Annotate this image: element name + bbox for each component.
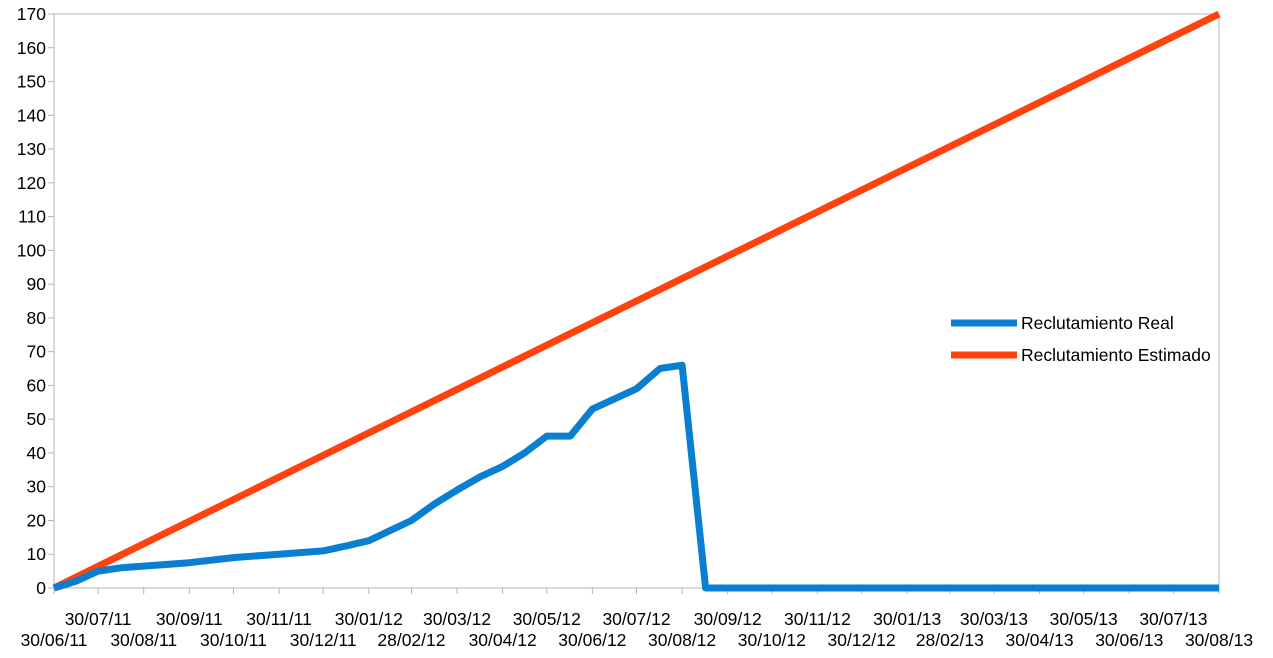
x-tick-label: 30/06/13 (1095, 630, 1163, 650)
y-tick-label: 130 (17, 139, 46, 159)
y-tick-label: 90 (27, 274, 47, 294)
series-line-real (52, 361, 1219, 592)
x-tick-label: 30/11/12 (784, 609, 851, 629)
legend-label-real: Reclutamiento Real (1021, 313, 1174, 333)
x-axis: 30/06/1130/07/1130/08/1130/09/1130/10/11… (21, 588, 1253, 650)
y-tick-label: 160 (17, 38, 46, 58)
legend: Reclutamiento Real Reclutamiento Estimad… (951, 313, 1211, 365)
x-tick-label: 30/04/12 (469, 630, 537, 650)
x-tick-label: 30/08/13 (1185, 630, 1253, 650)
y-tick-label: 110 (18, 207, 46, 227)
y-tick-label: 60 (27, 375, 47, 395)
x-tick-label: 28/02/12 (377, 630, 445, 650)
x-tick-label: 30/07/11 (65, 609, 132, 629)
x-tick-label: 30/07/12 (602, 609, 670, 629)
x-tick-label: 30/06/11 (21, 630, 88, 650)
x-tick-label: 30/11/11 (246, 609, 312, 629)
x-tick-label: 30/10/12 (738, 630, 806, 650)
x-tick-label: 30/03/13 (960, 609, 1028, 629)
x-tick-label: 30/07/13 (1139, 609, 1207, 629)
y-tick-label: 140 (17, 105, 46, 125)
y-tick-label: 150 (17, 72, 46, 92)
y-tick-label: 120 (17, 173, 46, 193)
x-tick-label: 30/05/13 (1050, 609, 1118, 629)
y-tick-label: 80 (27, 308, 47, 328)
x-tick-label: 30/12/12 (827, 630, 895, 650)
x-tick-label: 30/01/13 (873, 609, 941, 629)
series-layer (52, 10, 1221, 592)
x-tick-label: 30/04/13 (1005, 630, 1073, 650)
x-tick-label: 30/09/12 (694, 609, 762, 629)
x-tick-label: 30/10/11 (200, 630, 267, 650)
y-tick-label: 0 (36, 578, 46, 598)
y-tick-label: 10 (27, 544, 47, 564)
x-tick-label: 30/05/12 (513, 609, 581, 629)
y-tick-label: 70 (27, 342, 47, 362)
legend-label-estimado: Reclutamiento Estimado (1021, 345, 1211, 365)
y-tick-label: 100 (17, 240, 46, 260)
y-tick-label: 20 (27, 510, 47, 530)
x-tick-label: 30/09/11 (156, 609, 223, 629)
y-tick-label: 50 (27, 409, 47, 429)
x-tick-label: 28/02/13 (916, 630, 984, 650)
x-tick-label: 30/06/12 (558, 630, 626, 650)
x-tick-label: 30/12/11 (290, 630, 357, 650)
x-tick-label: 30/08/11 (110, 630, 177, 650)
x-tick-label: 30/03/12 (423, 609, 491, 629)
series-line-estimado (52, 10, 1221, 592)
y-tick-label: 170 (17, 4, 46, 24)
y-axis: 0 10 20 30 40 50 60 70 80 90 100 110 120 130 140 150 160… (17, 4, 54, 598)
x-tick-label: 30/01/12 (335, 609, 403, 629)
y-tick-label: 40 (27, 443, 47, 463)
x-tick-label: 30/08/12 (648, 630, 716, 650)
y-tick-label: 30 (27, 477, 47, 497)
